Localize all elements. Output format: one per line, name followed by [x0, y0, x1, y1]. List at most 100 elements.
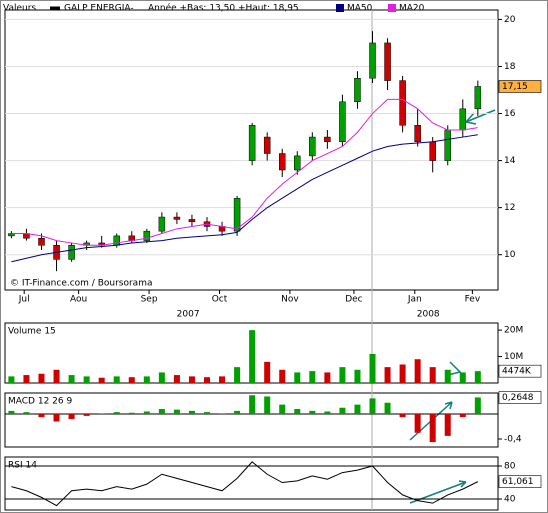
- current-value: 61,061: [502, 477, 534, 487]
- current-value: 4474K: [502, 367, 532, 377]
- header-name: GALP ENERGIA-: [64, 4, 134, 14]
- bar: [68, 375, 75, 383]
- bar: [309, 410, 316, 414]
- bar: [128, 412, 135, 414]
- y-tick-label: 20: [504, 15, 516, 25]
- current-value-box: [498, 80, 542, 93]
- header-label: Valeurs: [3, 4, 36, 14]
- candle-body: [444, 129, 451, 161]
- panel-title: Volume 15: [8, 327, 56, 337]
- bar: [188, 376, 195, 383]
- bar: [309, 371, 316, 383]
- bar: [8, 376, 15, 383]
- rsi-line: [11, 461, 479, 507]
- panel-title: MACD 12 26 9: [8, 397, 72, 407]
- bar: [204, 412, 211, 414]
- bar: [83, 376, 90, 383]
- year-label: 2008: [417, 310, 440, 320]
- candle-body: [143, 230, 151, 241]
- bar: [53, 414, 60, 422]
- bar: [38, 373, 45, 383]
- bar: [279, 404, 286, 414]
- bar: [459, 414, 466, 418]
- candle-body: [354, 77, 361, 103]
- candle-body: [369, 42, 376, 79]
- current-value-box: [498, 391, 542, 404]
- bar: [219, 413, 226, 414]
- candle-body: [233, 197, 241, 232]
- candle-body: [68, 245, 75, 260]
- bar: [429, 414, 436, 443]
- candle-body: [339, 101, 346, 143]
- bar: [444, 369, 451, 383]
- candle-body: [474, 86, 482, 110]
- bar: [294, 372, 301, 383]
- year-label: 2007: [177, 310, 200, 320]
- bar: [279, 369, 286, 383]
- x-tick-label: Oct: [212, 295, 228, 305]
- bar: [384, 402, 391, 414]
- bar: [234, 367, 241, 383]
- rsi-panel: [4, 456, 499, 511]
- bar: [294, 409, 301, 414]
- bar: [249, 395, 256, 414]
- bar: [474, 371, 481, 383]
- candle-body: [399, 80, 406, 126]
- x-tick-label: Aou: [70, 295, 87, 305]
- current-value-box: [498, 475, 542, 488]
- bar: [339, 367, 346, 383]
- bar: [399, 364, 406, 383]
- bar: [113, 412, 120, 414]
- x-tick-label: Nov: [281, 295, 299, 305]
- x-tick-label: Jul: [18, 295, 30, 305]
- main-panel: [4, 9, 499, 291]
- bar: [113, 376, 120, 383]
- bar: [143, 376, 150, 383]
- bar: [219, 376, 226, 383]
- y-tick-label: 80: [504, 461, 516, 471]
- candle-body: [263, 136, 271, 154]
- moving-average: [11, 134, 478, 263]
- bar: [23, 412, 30, 414]
- bar: [158, 409, 165, 414]
- bar: [384, 367, 391, 383]
- bar: [324, 411, 331, 414]
- y-tick-label: -0,4: [504, 435, 522, 445]
- bar: [98, 413, 105, 414]
- legend-label: MA50: [347, 4, 373, 14]
- candle-body: [384, 42, 391, 81]
- x-tick-label: Jan: [407, 295, 422, 305]
- bar: [83, 414, 90, 416]
- bar: [414, 414, 421, 433]
- candle-body: [248, 125, 256, 161]
- candle-body: [188, 219, 196, 223]
- bar: [339, 407, 346, 414]
- candle-body: [278, 153, 286, 171]
- bar: [204, 377, 211, 383]
- bar: [354, 404, 361, 414]
- bar: [429, 367, 436, 383]
- bar: [354, 369, 361, 383]
- current-value-box: [498, 364, 542, 378]
- bar: [23, 375, 30, 383]
- candle-body: [158, 216, 166, 232]
- bar: [98, 377, 105, 383]
- y-tick-label: 16: [504, 109, 516, 119]
- candle-body: [38, 237, 45, 246]
- current-value: 17,15: [502, 82, 528, 92]
- y-tick-label: 40: [504, 495, 516, 505]
- y-tick-label: 10: [504, 250, 516, 260]
- candle-body: [459, 108, 467, 131]
- bar: [264, 361, 271, 383]
- bar: [173, 409, 180, 414]
- x-tick-label: Dec: [345, 295, 362, 305]
- bar: [444, 414, 451, 436]
- legend-label: MA20: [399, 4, 425, 14]
- candle-body: [173, 216, 181, 220]
- bar: [399, 414, 406, 418]
- bar: [53, 369, 60, 383]
- candle-body: [414, 125, 421, 143]
- bar: [143, 411, 150, 414]
- bar: [8, 410, 15, 414]
